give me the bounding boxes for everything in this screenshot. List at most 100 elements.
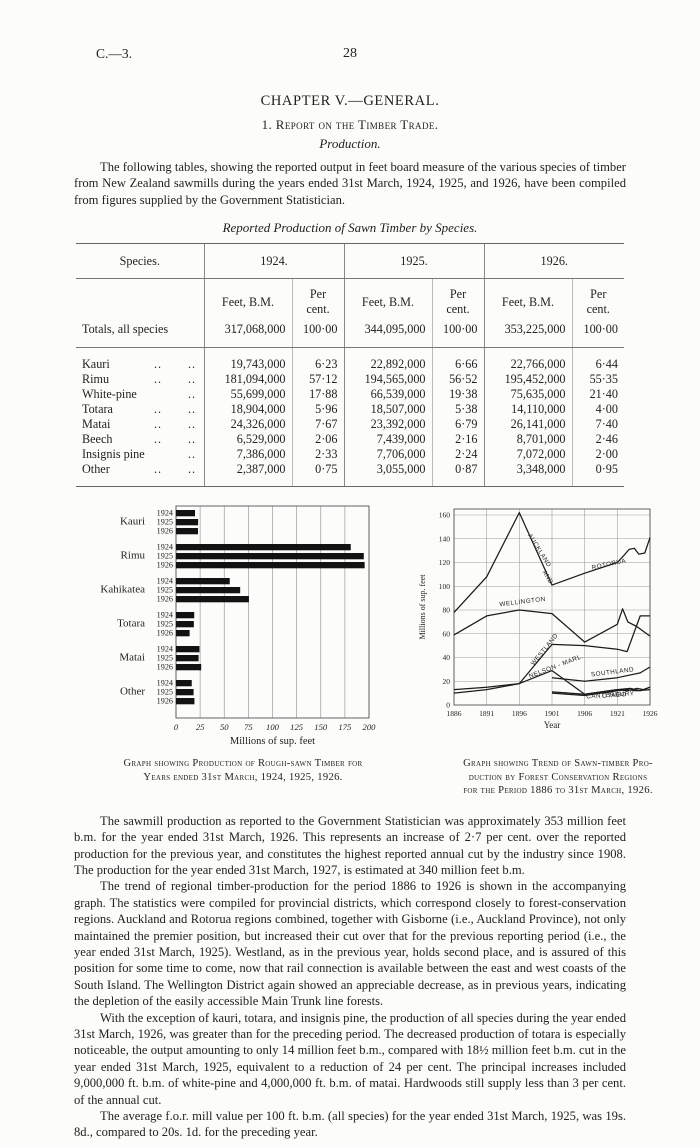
bar-totara-1926: [176, 630, 190, 637]
year-label: 1926: [157, 595, 173, 604]
feet-value: 19,743,000: [203, 347, 292, 373]
bar-totara-1924: [176, 612, 195, 619]
series-line-otago: [551, 686, 651, 696]
y-tick-label: 140: [439, 535, 451, 544]
species-name: Matai....: [82, 417, 197, 432]
totals-pct-1924: 100·00: [291, 317, 344, 349]
percent-value: 2·06: [291, 432, 344, 448]
bar-rimu-1926: [176, 562, 365, 569]
series-label-westland: WESTLAND: [530, 633, 560, 668]
column-header-1924: 1924.: [203, 243, 344, 280]
subsection-heading: Production.: [319, 136, 381, 151]
feet-value: 18,904,000: [203, 402, 292, 418]
species-row: Totara.... 18,904,000 5·96 18,507,000 5·38 14…: [76, 402, 624, 418]
intro-paragraph: The following tables, showing the report…: [74, 160, 626, 207]
table-header-row: Species. 1924. 1925. 1926.: [76, 243, 624, 280]
production-table: Species. 1924. 1925. 1926. Feet, B.M. Pe…: [76, 243, 624, 488]
totals-row: Totals, all species .. 317,068,000 100·0…: [76, 317, 624, 349]
subheader-pct-1926: Per cent.: [571, 278, 624, 318]
series-line-southland: [551, 666, 651, 683]
species-name: Rimu....: [82, 372, 197, 387]
y-axis-title: Millions of sup. feet: [418, 574, 427, 640]
species-row: Matai.... 24,326,000 7·67 23,392,000 6·79 26,…: [76, 417, 624, 433]
column-header-1926: 1926.: [483, 243, 624, 280]
x-tick-label: 1896: [512, 709, 527, 718]
species-name: Beech....: [82, 432, 197, 447]
percent-value: 19·38: [431, 387, 484, 403]
percent-value: 0·75: [291, 462, 344, 488]
column-header-species: Species.: [76, 243, 204, 280]
feet-value: 75,635,000: [483, 387, 572, 403]
species-name: Insignis pine..: [82, 447, 197, 462]
species-row: Other.... 2,387,000 0·75 3,055,000 0·87 3,348…: [76, 462, 624, 488]
y-tick-label: 60: [443, 630, 451, 639]
production-table-body: Kauri.... 19,743,000 6·23 22,892,000 6·66 22,…: [76, 347, 624, 488]
totals-feet-1924: 317,068,000: [203, 317, 292, 349]
year-label: 1926: [157, 527, 173, 536]
year-label: 1924: [157, 509, 173, 518]
x-tick-label: 1906: [577, 709, 592, 718]
year-label: 1926: [157, 561, 173, 570]
x-tick-label: 0: [174, 722, 179, 732]
percent-value: 56·52: [431, 372, 484, 388]
bar-rimu-1924: [176, 544, 351, 551]
year-label: 1924: [157, 679, 173, 688]
x-axis-title: Millions of sup. feet: [230, 736, 315, 747]
category-label-kahikatea: Kahikatea: [100, 584, 145, 596]
x-tick-label: 1921: [610, 709, 625, 718]
feet-value: 7,072,000: [483, 447, 572, 463]
species-row: Rimu.... 181,094,000 57·12 194,565,000 56·52…: [76, 372, 624, 388]
species-name: Other....: [76, 462, 204, 488]
year-label: 1925: [157, 620, 173, 629]
dot-leader: ..: [234, 321, 243, 336]
x-tick-label: 1926: [643, 709, 658, 718]
x-axis-title: Year: [544, 720, 561, 730]
percent-value: 55·35: [571, 372, 624, 388]
series-label-southland: SOUTHLAND: [591, 666, 635, 678]
species-name: Totara....: [82, 402, 197, 417]
totals-pct-1926: 100·00: [571, 317, 624, 349]
percent-value: 5·38: [431, 402, 484, 418]
species-name: White-pine..: [82, 387, 197, 402]
y-tick-label: 100: [439, 582, 451, 591]
x-tick-label: 125: [290, 722, 304, 732]
year-label: 1925: [157, 518, 173, 527]
year-label: 1925: [157, 586, 173, 595]
percent-value: 7·67: [291, 417, 344, 433]
bar-chart-plot: 0 25 50 75 100 125 150 175 200192419251926Kauri1…: [100, 505, 376, 747]
bar-kauri-1925: [176, 519, 199, 526]
year-label: 1926: [157, 697, 173, 706]
x-tick-label: 150: [314, 722, 328, 732]
series-line-auckland-and-rotorua: [453, 512, 651, 614]
x-tick-label: 1891: [479, 709, 494, 718]
document-reference: C.—3.: [96, 46, 133, 61]
year-label: 1926: [157, 663, 173, 672]
table-subheader-row: Feet, B.M. Per cent. Feet, B.M. Per cent…: [76, 278, 624, 318]
totals-feet-1926: 353,225,000: [483, 317, 572, 349]
category-label-matai: Matai: [119, 652, 145, 664]
species-row: Beech.... 6,529,000 2·06 7,439,000 2·16 8,701…: [76, 432, 624, 448]
production-table-head: Species. 1924. 1925. 1926. Feet, B.M. Pe…: [76, 243, 624, 349]
year-label: 1924: [157, 577, 173, 586]
series-line-wellington: [453, 608, 651, 643]
charts-row: 0 25 50 75 100 125 150 175 200 1924 1925 1926 Kauri 1…: [0, 501, 700, 753]
subheader-feet-1925: Feet, B.M.: [343, 278, 432, 318]
year-label: 1925: [157, 552, 173, 561]
x-tick-label: 50: [220, 722, 229, 732]
feet-value: 194,565,000: [343, 372, 432, 388]
feet-value: 24,326,000: [203, 417, 292, 433]
subheader-feet-1926: Feet, B.M.: [483, 278, 572, 318]
x-tick-label: 1886: [447, 709, 462, 718]
bar-other-1926: [176, 698, 195, 705]
bar-chart-rough-sawn-timber: 0 25 50 75 100 125 150 175 200192419251926Kauri1…: [100, 505, 376, 747]
bar-kauri-1924: [176, 510, 196, 517]
bar-matai-1926: [176, 664, 202, 671]
y-tick-label: 160: [439, 511, 451, 520]
bar-kahikatea-1925: [176, 587, 241, 594]
empty-cell: [76, 279, 204, 318]
y-tick-label: 40: [443, 653, 451, 662]
body-text: The sawmill production as reported to th…: [74, 813, 626, 1141]
line-chart-regional-production: 0 20 40 60 80 100 120 140 160 1886 1891 1896 1901 190…: [418, 508, 658, 730]
percent-value: 7·40: [571, 417, 624, 433]
